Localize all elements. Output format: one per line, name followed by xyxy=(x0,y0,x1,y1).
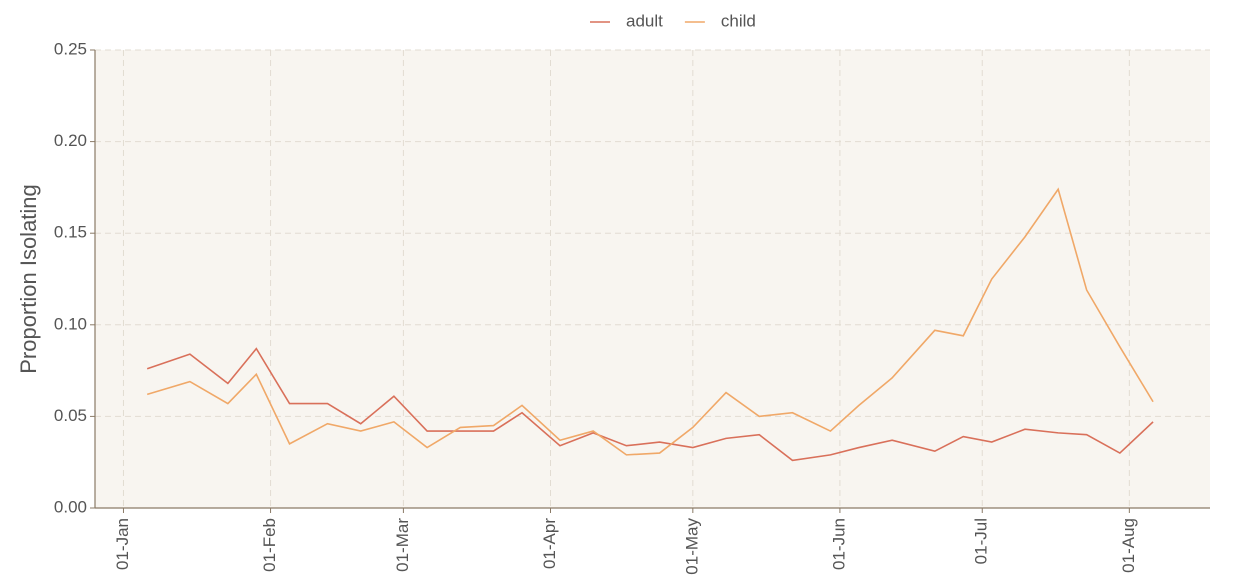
x-tick-label: 01-Aug xyxy=(1119,518,1138,573)
y-tick-label: 0.05 xyxy=(54,406,87,425)
x-tick-label: 01-May xyxy=(682,518,701,575)
x-tick-label: 01-Jun xyxy=(829,518,848,570)
x-tick-label: 01-Mar xyxy=(393,518,412,572)
y-tick-label: 0.10 xyxy=(54,314,87,333)
y-axis-label: Proportion Isolating xyxy=(16,184,41,374)
x-tick-label: 01-Jul xyxy=(972,518,991,564)
series-line xyxy=(146,347,1154,462)
legend: adult child xyxy=(590,11,756,30)
legend-label: child xyxy=(721,11,756,30)
y-tick-label: 0.15 xyxy=(54,223,87,242)
x-tick-label: 01-Feb xyxy=(260,518,279,572)
y-tick-label: 0.25 xyxy=(54,39,87,58)
x-tick-label: 01-Jan xyxy=(113,518,132,570)
y-tick-label: 0.00 xyxy=(54,497,87,516)
series-line xyxy=(146,187,1154,456)
legend-label: adult xyxy=(626,11,663,30)
plot-area xyxy=(95,50,1210,508)
x-tick-label: 01-Apr xyxy=(540,518,559,569)
y-tick-label: 0.20 xyxy=(54,131,87,150)
